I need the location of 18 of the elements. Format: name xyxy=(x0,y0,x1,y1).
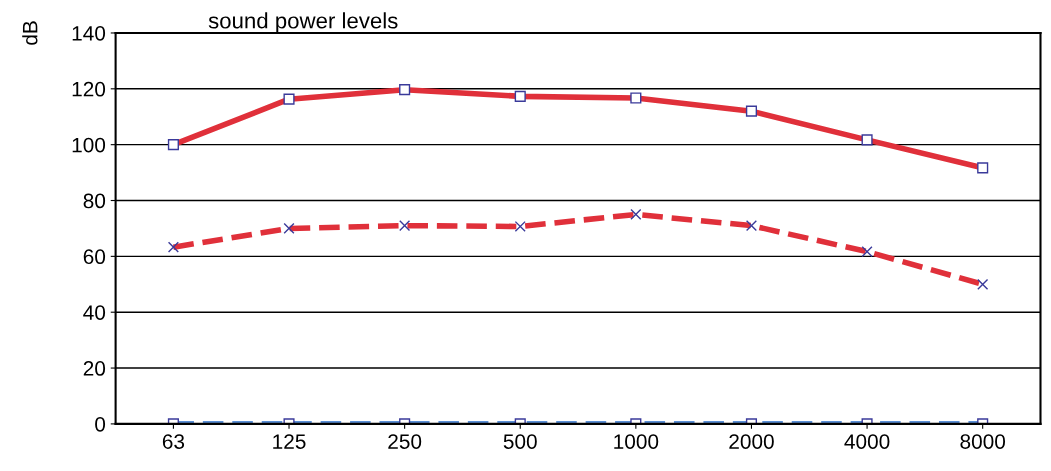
x-tick-label: 4000 xyxy=(844,434,890,449)
y-tick-label: 120 xyxy=(72,81,106,97)
y-tick-label: 20 xyxy=(83,361,106,376)
y-tick-label: 140 xyxy=(72,25,106,41)
x-tick-label: 500 xyxy=(503,434,537,449)
x-tick-label: 125 xyxy=(273,434,306,449)
y-tick-label: 40 xyxy=(83,305,106,320)
x-tick-label: 2000 xyxy=(729,434,774,449)
y-tick-label: 100 xyxy=(72,137,106,153)
y-tick-label: 60 xyxy=(83,249,106,265)
y-tick-label: 0 xyxy=(95,416,106,432)
x-tick-label: 8000 xyxy=(960,434,1006,449)
x-tick-label: 1000 xyxy=(614,434,659,449)
x-tick-label: 63 xyxy=(162,434,185,449)
x-tick-label: 250 xyxy=(388,434,422,449)
y-axis-title: dB xyxy=(22,21,38,45)
chart-title: sound power levels xyxy=(208,12,398,33)
y-tick-label: 80 xyxy=(83,193,106,209)
